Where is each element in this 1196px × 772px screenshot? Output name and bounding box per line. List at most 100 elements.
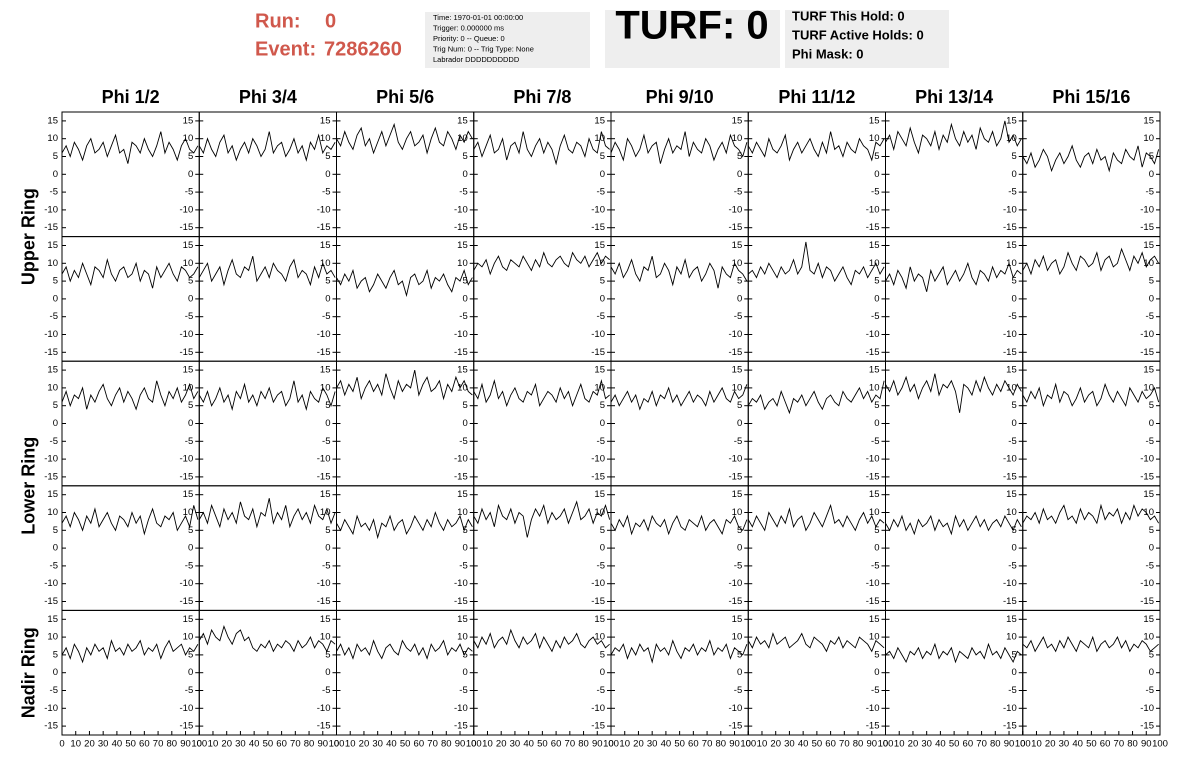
y-tick-label: 5 (188, 525, 193, 536)
y-tick-label: -15 (591, 222, 605, 233)
y-tick-label: 0 (462, 543, 467, 554)
y-tick-label: -15 (44, 471, 58, 482)
y-tick-label: -10 (1140, 329, 1154, 340)
waveform (198, 498, 336, 529)
x-tick-label: 20 (908, 739, 919, 750)
y-tick-label: 0 (737, 169, 742, 180)
y-tick-label: 5 (1011, 400, 1016, 411)
y-tick-label: 5 (462, 400, 467, 411)
y-tick-label: -15 (591, 596, 605, 607)
y-tick-label: 10 (869, 258, 880, 269)
y-tick-label: 15 (47, 489, 58, 500)
y-tick-label: 5 (53, 525, 58, 536)
y-tick-label: 10 (183, 632, 194, 643)
waveform (1022, 503, 1160, 525)
panel-frame (1022, 609, 1161, 736)
waveform (61, 505, 199, 536)
waveform (1022, 635, 1159, 653)
y-tick-label: 10 (1143, 507, 1154, 518)
y-tick-label: -15 (1003, 222, 1017, 233)
y-tick-label: -15 (729, 596, 743, 607)
y-tick-label: 5 (874, 276, 879, 287)
turf-box (605, 10, 780, 68)
turf-info-lines: TURF This Hold: 0 TURF Active Holds: 0 Phi… (792, 8, 924, 61)
waveform (336, 268, 473, 298)
panel-frame (336, 111, 475, 238)
y-tick-label: -10 (454, 578, 468, 589)
y-tick-label: -5 (1146, 560, 1154, 571)
y-tick-label: 5 (1011, 649, 1016, 660)
y-tick-label: -10 (454, 703, 468, 714)
panel-frame (610, 111, 749, 238)
x-tick-label: 100 (191, 739, 207, 750)
y-tick-label: -5 (1008, 560, 1016, 571)
y-tick-label: 15 (320, 365, 331, 376)
y-tick-label: -15 (44, 596, 58, 607)
y-tick-label: 10 (320, 133, 331, 144)
y-tick-label: 0 (53, 667, 58, 678)
y-tick-label: 15 (47, 614, 58, 625)
y-tick-label: 0 (1011, 543, 1016, 554)
y-tick-label: 5 (1011, 276, 1016, 287)
y-tick-label: 5 (1149, 649, 1154, 660)
x-tick-label: 30 (510, 739, 521, 750)
waveform (1022, 382, 1160, 408)
y-tick-label: 15 (183, 115, 194, 126)
x-tick-label: 50 (263, 739, 274, 750)
y-tick-label: -5 (322, 311, 330, 322)
y-tick-label: -10 (729, 204, 743, 215)
waveform (198, 131, 336, 162)
y-tick-label: -15 (180, 596, 194, 607)
y-tick-label: -5 (50, 560, 58, 571)
waveform (473, 628, 610, 653)
y-tick-label: 15 (183, 240, 194, 251)
plots: Phi 1/2 Phi 3/4 Phi 5/6 Phi 7/8 Phi 9/10 Phi … (19, 87, 1168, 750)
x-tick-label: 30 (1059, 739, 1070, 750)
y-tick-label: -5 (1008, 187, 1016, 198)
x-tick-label: 50 (812, 739, 823, 750)
x-tick-label: 60 (551, 739, 562, 750)
x-tick-label: 0 (471, 739, 476, 750)
x-tick-label: 40 (798, 739, 809, 750)
y-tick-label: 0 (53, 543, 58, 554)
y-tick-label: 5 (188, 276, 193, 287)
y-tick-label: 15 (1143, 240, 1154, 251)
y-tick-label: 10 (594, 632, 605, 643)
y-tick-label: 10 (320, 632, 331, 643)
y-tick-label: 15 (1006, 614, 1017, 625)
y-tick-label: -5 (50, 436, 58, 447)
waveform (610, 256, 748, 289)
turf-info-box (785, 10, 949, 68)
y-tick-label: 15 (1006, 489, 1017, 500)
y-tick-label: -5 (185, 187, 193, 198)
column-header: Phi 11/12 (778, 87, 855, 107)
y-tick-label: -10 (454, 204, 468, 215)
y-tick-label: -10 (591, 329, 605, 340)
panel-frame (747, 360, 886, 487)
y-tick-label: -15 (866, 721, 880, 732)
y-tick-label: -10 (317, 204, 331, 215)
y-tick-label: -10 (317, 454, 331, 465)
y-tick-label: 10 (1006, 632, 1017, 643)
y-tick-label: -5 (871, 436, 879, 447)
y-tick-label: 0 (188, 543, 193, 554)
y-tick-label: 15 (1006, 240, 1017, 251)
y-tick-label: 0 (737, 418, 742, 429)
panel-frame (610, 236, 749, 362)
y-tick-label: 10 (457, 382, 468, 393)
y-tick-label: 15 (183, 365, 194, 376)
x-tick-label: 70 (839, 739, 850, 750)
x-tick-label: 100 (329, 739, 345, 750)
x-tick-label: 60 (688, 739, 699, 750)
panel-frame (885, 360, 1024, 487)
y-tick-label: 5 (874, 151, 879, 162)
x-tick-label: 0 (197, 739, 202, 750)
x-tick-label: 0 (334, 739, 339, 750)
y-tick-label: -5 (185, 685, 193, 696)
y-tick-label: 5 (462, 525, 467, 536)
y-tick-label: -5 (459, 311, 467, 322)
x-tick-label: 10 (482, 739, 493, 750)
x-tick-label: 30 (372, 739, 383, 750)
y-tick-label: -5 (459, 436, 467, 447)
